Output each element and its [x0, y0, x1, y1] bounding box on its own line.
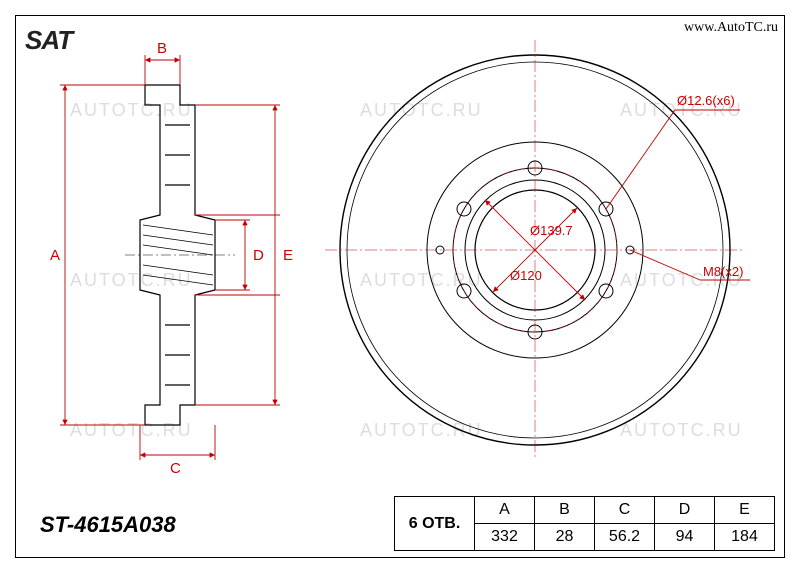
bolt-note: Ø12.6(x6) [677, 93, 735, 108]
col-c: C [595, 497, 655, 524]
col-e: E [715, 497, 775, 524]
val-e: 184 [715, 524, 775, 551]
dimension-table: 6 ОТВ. A B C D E 332 28 56.2 94 184 [394, 496, 775, 551]
val-d: 94 [655, 524, 715, 551]
dim-c-label: C [170, 460, 181, 477]
side-view: A B C D E [50, 40, 293, 477]
dim-b-label: B [157, 40, 167, 57]
drawing-canvas: A B C D E [15, 15, 785, 558]
dim-d-label: D [253, 247, 264, 264]
val-c: 56.2 [595, 524, 655, 551]
part-number: ST-4615A038 [40, 512, 176, 538]
front-view: Ø12.6(x6) M8(x2) Ø139.7 Ø120 [325, 40, 750, 460]
holes-count: 6 ОТВ. [409, 515, 461, 532]
col-b: B [535, 497, 595, 524]
thread-note: M8(x2) [703, 264, 743, 279]
hub-d2: Ø120 [510, 268, 542, 283]
col-a: A [475, 497, 535, 524]
val-a: 332 [475, 524, 535, 551]
dim-a-label: A [50, 247, 60, 264]
col-d: D [655, 497, 715, 524]
table-row: 6 ОТВ. A B C D E [395, 497, 775, 524]
hub-d1: Ø139.7 [530, 223, 573, 238]
val-b: 28 [535, 524, 595, 551]
dim-e-label: E [283, 247, 293, 264]
